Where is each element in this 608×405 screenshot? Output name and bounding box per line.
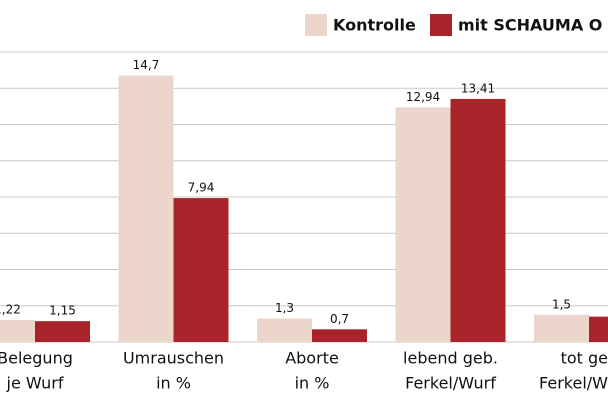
bar: [257, 318, 312, 342]
value-label: 13,41: [461, 81, 495, 95]
legend-label: Kontrolle: [333, 16, 416, 35]
value-label: 7,94: [188, 181, 215, 195]
value-label: 1,15: [49, 304, 76, 318]
value-label: 1,3: [275, 301, 294, 315]
bar: [0, 319, 35, 342]
x-tick-label: Umrauschen: [123, 349, 224, 368]
legend: Kontrolle mit SCHAUMA O: [305, 14, 602, 36]
bar: [35, 321, 90, 342]
value-label: 0,7: [330, 312, 349, 326]
x-tick-label: in %: [295, 374, 330, 393]
value-label: 1,22: [0, 302, 21, 316]
bar: [173, 198, 229, 342]
bar: [534, 314, 589, 342]
legend-swatch: [430, 14, 452, 36]
x-tick-label: Belegung: [0, 349, 73, 368]
x-tick-label: tot ge: [561, 349, 608, 368]
value-label: 12,94: [406, 90, 440, 104]
x-tick-label: in %: [156, 374, 191, 393]
value-label: 14,7: [133, 58, 160, 72]
legend-label: mit SCHAUMA O: [458, 16, 602, 35]
x-tick-label: lebend geb.: [403, 349, 498, 368]
x-tick-label: Ferkel/W: [539, 374, 608, 393]
bar: [395, 107, 451, 343]
x-tick-label: Ferkel/Wurf: [405, 374, 496, 393]
legend-swatch: [305, 14, 327, 36]
bar: [118, 75, 174, 342]
x-tick-label: Aborte: [285, 349, 339, 368]
bar: [450, 98, 506, 342]
bar: [312, 329, 367, 342]
x-tick-label: je Wurf: [6, 374, 64, 393]
value-label: 1,5: [552, 297, 571, 311]
bar: [589, 316, 608, 342]
